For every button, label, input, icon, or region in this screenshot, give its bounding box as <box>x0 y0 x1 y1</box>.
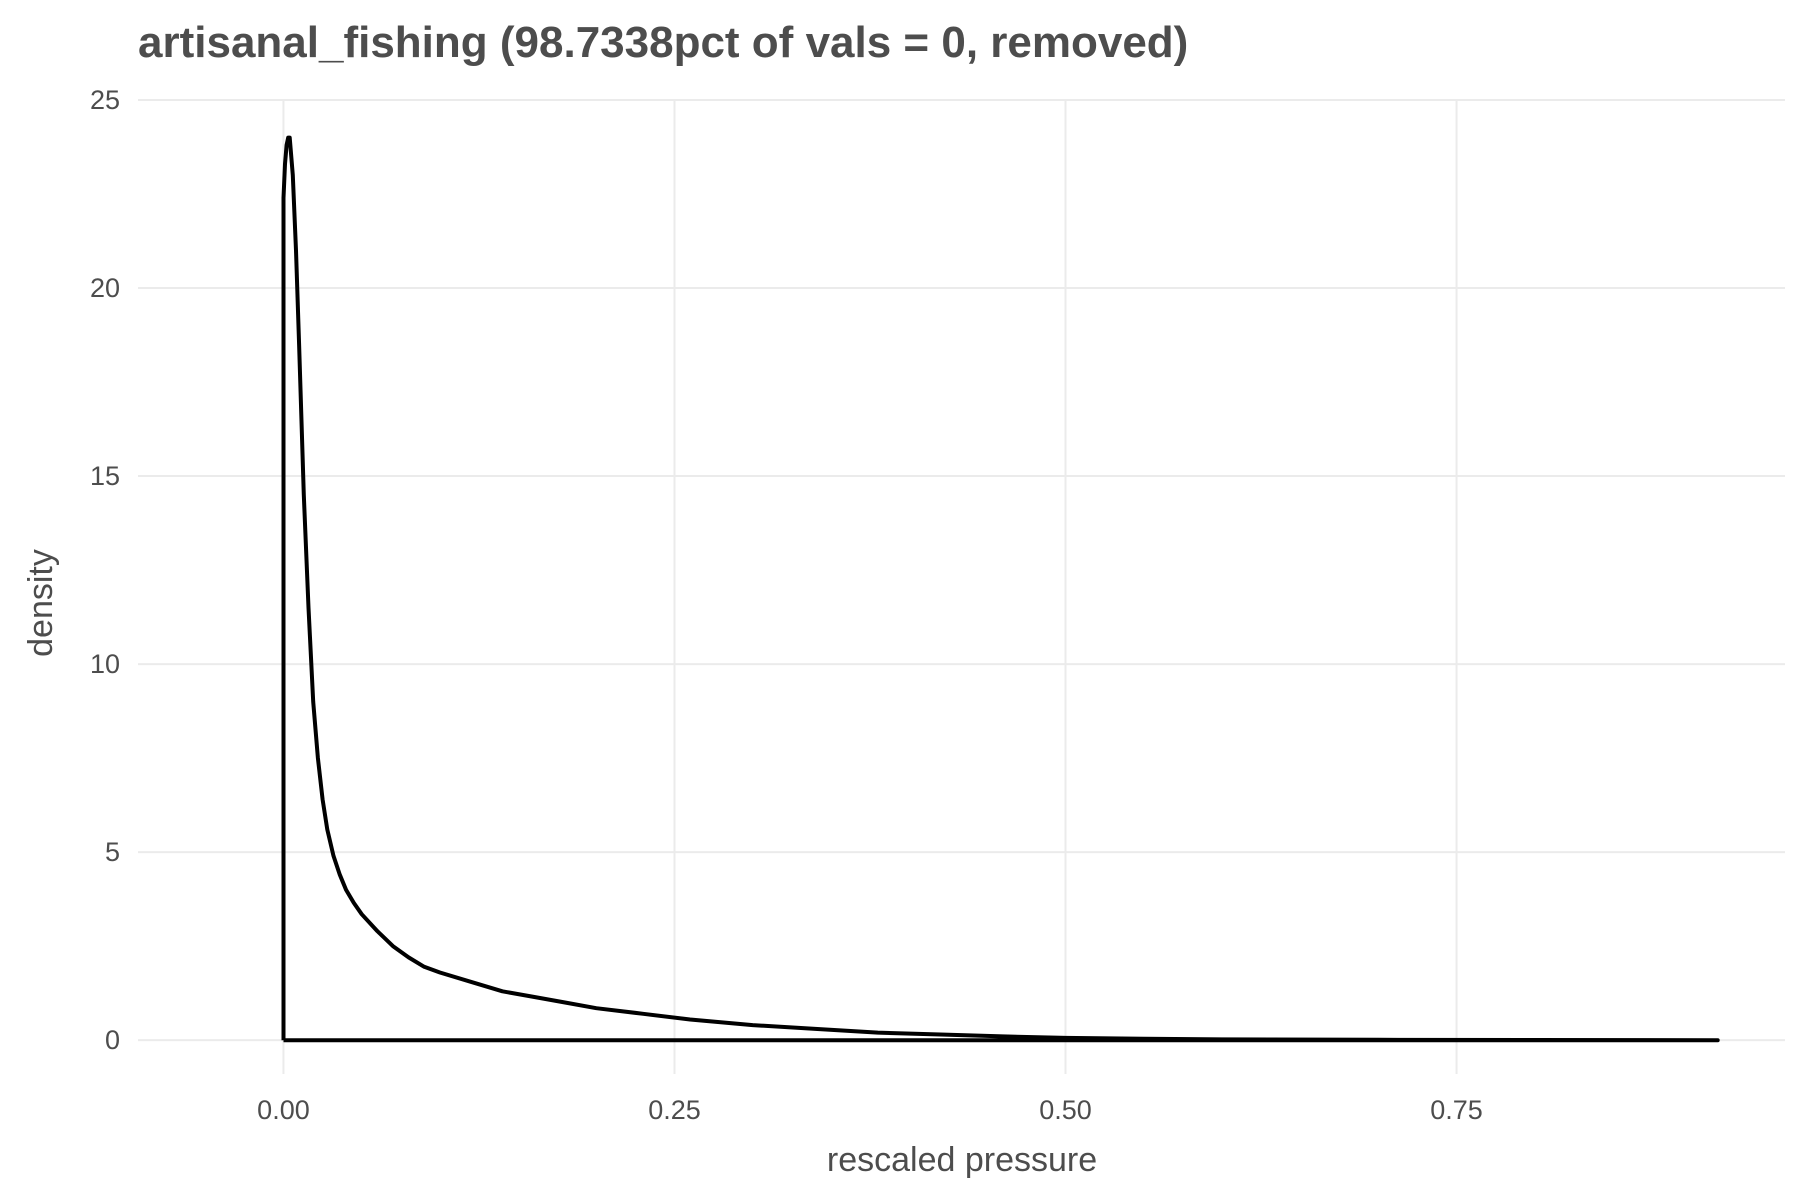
y-tick-label: 5 <box>105 837 120 867</box>
x-axis-title: rescaled pressure <box>827 1141 1097 1179</box>
grid-lines <box>138 99 1785 1074</box>
x-axis-ticks: 0.00 0.25 0.50 0.75 <box>257 1095 1483 1125</box>
y-tick-label: 15 <box>90 461 120 491</box>
x-tick-label: 0.00 <box>257 1095 310 1125</box>
x-tick-label: 0.75 <box>1430 1095 1483 1125</box>
x-tick-label: 0.25 <box>648 1095 701 1125</box>
density-line <box>281 135 1720 1043</box>
x-tick-label: 0.50 <box>1039 1095 1092 1125</box>
y-tick-label: 25 <box>90 85 120 115</box>
y-axis-title: density <box>22 549 60 657</box>
chart-title: artisanal_fishing (98.7338pct of vals = … <box>138 18 1188 67</box>
y-tick-label: 10 <box>90 649 120 679</box>
y-tick-label: 20 <box>90 273 120 303</box>
y-axis-ticks: 0 5 10 15 20 25 <box>90 85 120 1055</box>
density-series <box>281 135 1720 1043</box>
y-tick-label: 0 <box>105 1025 120 1055</box>
